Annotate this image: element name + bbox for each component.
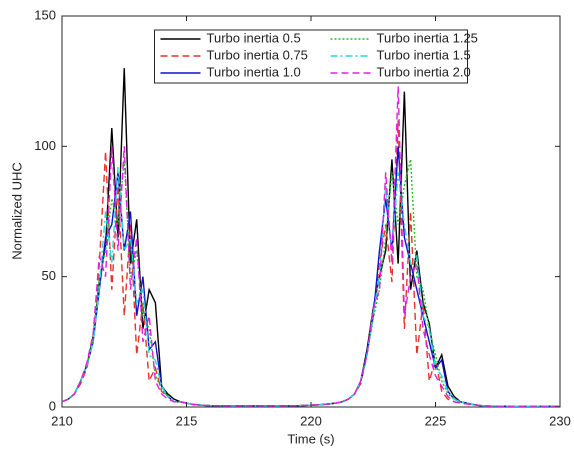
series-line [61, 86, 560, 407]
legend-box [154, 29, 468, 84]
y-tick-label: 0 [49, 398, 56, 413]
y-tick-label: 100 [34, 138, 56, 153]
x-tick-label: 225 [425, 413, 447, 428]
legend-label: Turbo inertia 1.0 [207, 64, 301, 79]
legend-label: Turbo inertia 1.25 [377, 30, 478, 45]
x-tick-label: 220 [300, 413, 322, 428]
x-axis-label: Time (s) [287, 431, 334, 446]
legend-label: Turbo inertia 0.5 [207, 30, 301, 45]
legend-label: Turbo inertia 1.5 [377, 47, 471, 62]
y-axis-label: Normalized UHC [9, 162, 24, 260]
y-tick-label: 50 [42, 268, 56, 283]
legend-label: Turbo inertia 2.0 [377, 64, 471, 79]
legend-label: Turbo inertia 0.75 [207, 47, 308, 62]
x-tick-label: 210 [51, 413, 73, 428]
y-tick-label: 150 [34, 7, 56, 22]
legend: Turbo inertia 0.5 Turbo inertia 0.75 Turbo… [154, 29, 478, 84]
x-tick-label: 230 [549, 413, 571, 428]
x-tick-label: 215 [176, 413, 198, 428]
